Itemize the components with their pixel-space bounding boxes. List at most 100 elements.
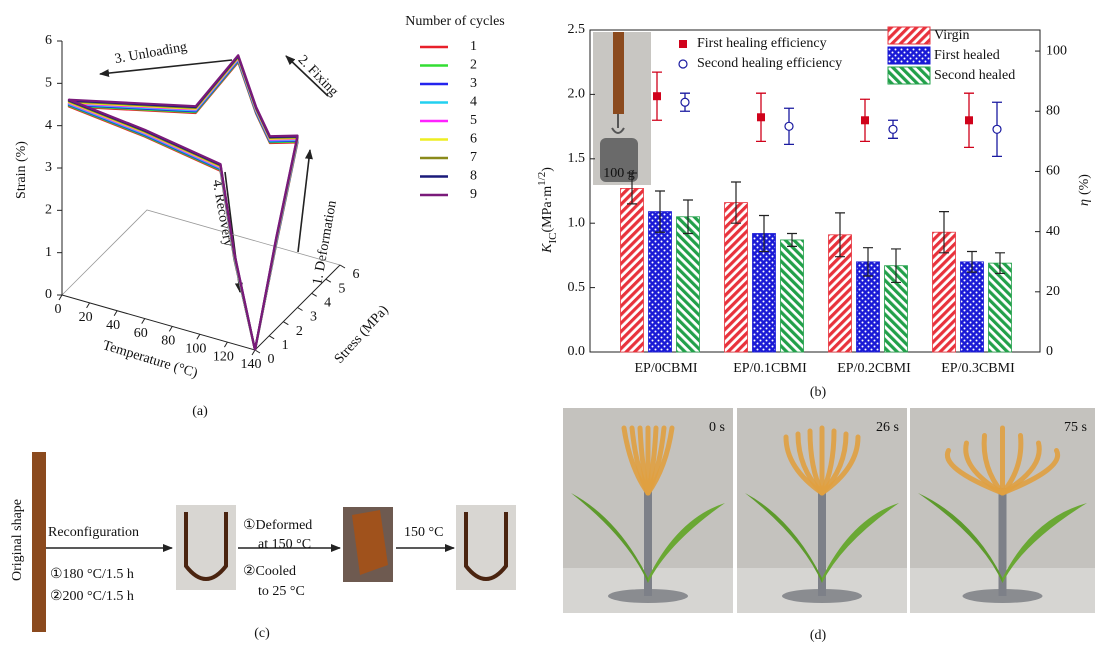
y-tick-label: 5 [338,281,345,296]
bar [961,262,984,352]
x-tick-label: EP/0.1CBMI [733,361,807,376]
x-tick-label: 20 [79,310,93,325]
point [889,125,897,133]
y-tick-label: 0 [268,352,275,367]
z-tick-label: 5 [45,76,52,91]
y2-tick-label: 60 [1046,164,1060,179]
label: ①180 °C/1.5 h [50,567,134,582]
y2-axis-label-part: (%) [1077,174,1092,195]
z-tick-label: 2 [45,203,52,218]
point [785,122,793,130]
z-tick-label: 3 [45,160,52,175]
legend-label: 3 [470,76,477,91]
legend-label: 1 [470,39,477,54]
y2-tick-label: 100 [1046,43,1067,58]
label: Reconfiguration [48,525,139,540]
x-tick-label: 120 [213,349,234,364]
legend-label: 8 [470,169,477,184]
point [653,92,661,100]
y2-tick-label: 80 [1046,103,1060,118]
legend-label: Virgin [934,28,969,43]
y-tick-label: 1.0 [568,215,586,230]
legend-title: Number of cycles [405,14,505,29]
x-tick-label: 100 [185,342,206,357]
z-tick-label: 1 [45,245,52,260]
point [861,116,869,124]
sample-strip [32,452,46,632]
time-label: 0 s [709,420,725,435]
y-tick-label: 0.0 [568,344,586,359]
legend-label: Second healed [934,68,1015,83]
bar [621,188,644,352]
y-tick-label: 2.5 [568,22,586,37]
label: 150 °C [404,525,443,540]
y2-axis-label: η (%) [1077,174,1092,206]
inset-label: 100 g [603,166,635,181]
time-label: 26 s [876,420,899,435]
y2-tick-label: 20 [1046,284,1060,299]
y-tick-label: 1.5 [568,151,586,166]
legend-label: Second healing efficiency [697,56,842,71]
legend-swatch [888,47,930,64]
figure: 3. Unloading 2. Fixing 1. Deformation 4.… [0,0,1103,651]
legend-label: 2 [470,58,477,73]
panel-label: (b) [810,385,827,400]
x-tick-label: 60 [134,326,148,341]
point [965,116,973,124]
y-axis-label-part: ) [540,167,555,172]
x-tick-label: 0 [55,302,62,317]
legend-label: 7 [470,150,477,165]
time-label: 75 s [1064,420,1087,435]
y-tick-label: 0.5 [568,280,586,295]
y-axis-label-part: 1/2 [536,172,548,186]
bar [725,203,748,352]
panel-label: (d) [810,628,827,643]
label: ①Deformed [243,518,312,533]
y-axis-label-part: K [540,243,555,254]
axis-label: Strain (%) [14,141,29,199]
y-tick-label: 3 [310,310,317,325]
legend-marker [679,60,687,68]
legend-label: 5 [470,113,477,128]
x-tick-label: 40 [106,318,120,333]
x-tick-label: EP/0.2CBMI [837,361,911,376]
bar [989,263,1012,352]
y-axis-label-part: (MPa·m [540,186,555,233]
bar [781,240,804,352]
label: at 150 °C [258,537,311,552]
bar [677,217,700,352]
y-tick-label: 1 [282,338,289,353]
label: ②200 °C/1.5 h [50,589,134,604]
x-tick-label: 80 [161,334,175,349]
x-tick-label: EP/0.3CBMI [941,361,1015,376]
point [757,113,765,121]
y-tick-label: 2.0 [568,87,586,102]
point [993,125,1001,133]
legend-label: First healed [934,48,1000,63]
label: to 25 °C [258,584,305,599]
y-tick-label: 6 [353,267,360,282]
legend-swatch [888,27,930,44]
legend-marker [679,40,687,48]
legend-label: 9 [470,187,477,202]
legend-label: 4 [470,95,477,110]
y2-tick-label: 40 [1046,224,1060,239]
x-tick-label: EP/0CBMI [634,361,697,376]
y2-axis-label-part: η [1077,199,1092,206]
legend-label: First healing efficiency [697,36,827,51]
x-tick-label: 140 [241,357,262,372]
y-axis-label-part: IC [547,233,559,244]
y2-tick-label: 0 [1046,344,1053,359]
point [681,98,689,106]
z-tick-label: 6 [45,33,52,48]
z-tick-label: 0 [45,287,52,302]
y-tick-label: 4 [324,296,331,311]
legend-swatch [888,67,930,84]
label: ②Cooled [243,564,296,579]
inset-strip [613,32,624,114]
legend-label: 6 [470,132,477,147]
panel-label: (c) [254,626,270,641]
label: Original shape [10,499,25,581]
y-tick-label: 2 [296,324,303,339]
z-tick-label: 4 [45,118,52,133]
